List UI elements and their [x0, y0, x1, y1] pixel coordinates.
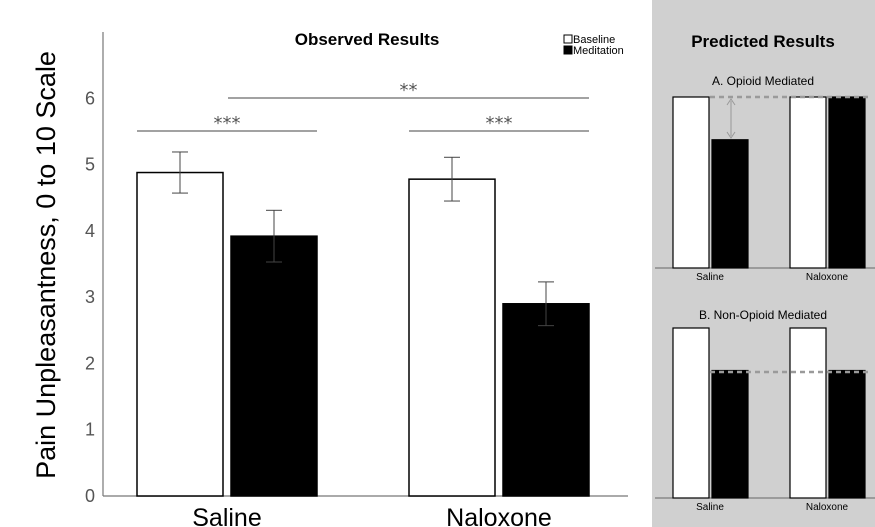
predicted-bar-baseline [672, 96, 710, 269]
y-tick-label: 4 [85, 221, 95, 241]
chart-title: Observed Results [295, 30, 440, 49]
predicted-bar-meditation [711, 139, 749, 269]
y-tick-label: 5 [85, 155, 95, 175]
predicted-category-label: Naloxone [806, 502, 849, 513]
x-category-label: Naloxone [446, 504, 552, 527]
predicted-bar-meditation [828, 96, 866, 269]
predicted-category-label: Saline [696, 272, 724, 283]
arrow-head-up [726, 98, 736, 106]
arrow-head-down [726, 131, 736, 139]
legend-swatch-meditation [563, 45, 573, 55]
x-category-label: Saline [192, 504, 262, 527]
predicted-bar-baseline [672, 327, 710, 499]
bar-meditation-saline [230, 235, 318, 497]
predicted-subtitle: B. Non-Opioid Mediated [699, 308, 827, 322]
predicted-bar-meditation [828, 369, 866, 499]
bar-meditation-naloxone [502, 303, 590, 497]
legend-swatch-baseline [563, 34, 573, 44]
y-tick-label: 3 [85, 287, 95, 307]
significance-label: ** [400, 80, 418, 101]
predicted-category-label: Naloxone [806, 272, 849, 283]
predicted-subtitle: A. Opioid Mediated [712, 74, 814, 88]
y-tick-label: 1 [85, 420, 95, 440]
predicted-title: Predicted Results [691, 32, 835, 51]
y-axis-label: Pain Unpleasantness, 0 to 10 Scale [31, 51, 61, 479]
y-tick-label: 2 [85, 353, 95, 373]
predicted-bar-baseline [789, 96, 827, 269]
y-tick-label: 6 [85, 88, 95, 108]
bar-baseline-naloxone [408, 178, 496, 497]
significance-label: *** [486, 113, 513, 134]
bar-baseline-saline [136, 171, 224, 497]
legend-label-meditation: Meditation [573, 45, 624, 57]
predicted-category-label: Saline [696, 502, 724, 513]
predicted-bar-meditation [711, 369, 749, 499]
legend-label-baseline: Baseline [573, 34, 615, 46]
y-tick-label: 0 [85, 486, 95, 506]
predicted-bar-baseline [789, 327, 827, 499]
significance-label: *** [214, 113, 241, 134]
